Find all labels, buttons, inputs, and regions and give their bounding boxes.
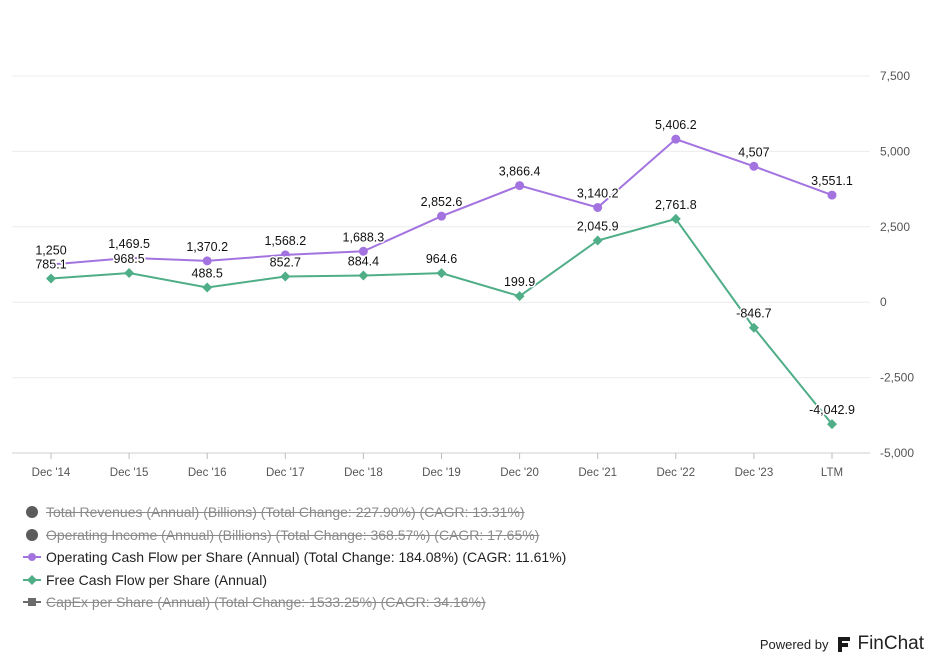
data-point	[124, 267, 135, 278]
data-label: 3,866.4	[499, 165, 541, 179]
data-label: -846.7	[736, 307, 771, 321]
finchat-logo-icon	[838, 637, 851, 652]
legend-item-total-revenues[interactable]: Total Revenues (Annual) (Billions) (Tota…	[22, 501, 566, 524]
legend-item-operating-cash-flow[interactable]: Operating Cash Flow per Share (Annual) (…	[22, 546, 566, 569]
data-point	[827, 419, 837, 430]
legend-symbol	[26, 506, 38, 519]
legend-label: CapEx per Share (Annual) (Total Change: …	[46, 594, 486, 611]
data-point	[671, 134, 681, 144]
legend-item-free-cash-flow[interactable]: Free Cash Flow per Share (Annual)	[22, 569, 566, 592]
y-tick-label: 2,500	[880, 220, 910, 234]
data-label: 1,568.2	[264, 234, 306, 248]
data-label: 1,250	[35, 244, 66, 258]
data-label: 968.5	[113, 252, 144, 266]
y-axis: 7,500 5,000 2,500 0 -2,500 -5,000	[880, 69, 914, 460]
legend-label: Operating Cash Flow per Share (Annual) (…	[46, 549, 567, 566]
brand-name: FinChat	[857, 633, 924, 654]
legend-label: Operating Income (Annual) (Billions) (To…	[46, 526, 540, 543]
data-point	[358, 270, 369, 281]
data-label: 3,140.2	[577, 186, 619, 200]
data-label: 199.9	[504, 275, 535, 289]
data-point	[46, 273, 56, 284]
data-point	[670, 213, 681, 224]
data-point	[827, 190, 837, 200]
x-tick-label: Dec '17	[266, 467, 305, 479]
legend-symbol	[23, 574, 41, 585]
legend-symbol	[23, 553, 41, 562]
data-label: 2,852.6	[421, 195, 463, 209]
data-point	[515, 181, 525, 191]
legend-marker-circle	[28, 553, 36, 562]
x-tick-label: Dec '22	[656, 467, 695, 479]
data-label: 1,370.2	[186, 240, 228, 254]
x-tick-label: Dec '19	[422, 467, 461, 479]
y-tick-label: 5,000	[880, 144, 910, 158]
legend-item-capex[interactable]: CapEx per Share (Annual) (Total Change: …	[22, 591, 566, 614]
data-label: -4,042.9	[809, 403, 855, 417]
powered-by-footer: Powered by FinChat	[760, 633, 924, 655]
x-tick-label: Dec '15	[110, 467, 149, 479]
legend-marker-diamond	[27, 574, 37, 585]
data-point	[436, 268, 447, 279]
y-tick-label: -5,000	[880, 446, 914, 460]
data-label: 4,507	[738, 145, 769, 159]
x-tick-label: Dec '18	[344, 467, 383, 479]
data-point	[202, 282, 213, 293]
data-label: 2,045.9	[577, 219, 619, 233]
x-tick-label: Dec '14	[32, 467, 71, 479]
x-tick-label: Dec '16	[188, 467, 227, 479]
data-label: 785.1	[35, 258, 66, 272]
x-tick-label: Dec '21	[578, 467, 617, 479]
legend-label: Total Revenues (Annual) (Billions) (Tota…	[46, 504, 525, 521]
data-point	[514, 291, 525, 302]
legend: Total Revenues (Annual) (Billions) (Tota…	[22, 501, 566, 614]
legend-marker-square	[28, 598, 36, 607]
data-point	[592, 235, 603, 246]
legend-symbol	[26, 528, 38, 541]
data-point	[437, 211, 446, 221]
x-axis: Dec '14 Dec '15 Dec '16 Dec '17 Dec '18 Dec '…	[12, 452, 870, 479]
data-point	[593, 202, 603, 212]
data-point	[202, 256, 212, 266]
legend-marker-circle	[26, 506, 38, 519]
y-tick-label: -2,500	[880, 371, 914, 385]
y-tick-label: 7,500	[880, 69, 910, 83]
x-tick-label: Dec '20	[500, 467, 539, 479]
data-label: 852.7	[270, 255, 301, 269]
series-line	[50, 217, 833, 425]
data-label: 964.6	[426, 252, 457, 266]
data-point	[280, 271, 291, 282]
data-label: 5,406.2	[655, 118, 697, 132]
data-label: 1,469.5	[108, 237, 150, 251]
data-labels: 1,250 1,469.5 1,370.2 1,568.2 1,688.3 2,852.6…	[34, 117, 857, 419]
data-point	[46, 260, 56, 269]
powered-by-text: Powered by	[759, 636, 829, 652]
x-tick-label: Dec '23	[735, 467, 774, 479]
data-label: 884.4	[348, 255, 379, 269]
data-point	[748, 322, 759, 333]
series-group	[46, 134, 837, 430]
data-label: 2,761.8	[655, 198, 697, 212]
data-point	[749, 161, 759, 171]
legend-symbol	[23, 598, 41, 607]
data-label: 488.5	[192, 266, 223, 280]
data-point	[358, 246, 368, 256]
legend-label: Free Cash Flow per Share (Annual)	[46, 571, 267, 588]
data-point	[280, 250, 290, 260]
legend-item-operating-income[interactable]: Operating Income (Annual) (Billions) (To…	[22, 524, 566, 547]
legend-marker-circle	[26, 528, 38, 541]
y-tick-label: 0	[880, 295, 887, 309]
data-label: 1,688.3	[343, 230, 385, 244]
data-label: 3,551.1	[811, 174, 853, 188]
x-tick-label: LTM	[821, 467, 843, 479]
data-point	[124, 253, 134, 263]
